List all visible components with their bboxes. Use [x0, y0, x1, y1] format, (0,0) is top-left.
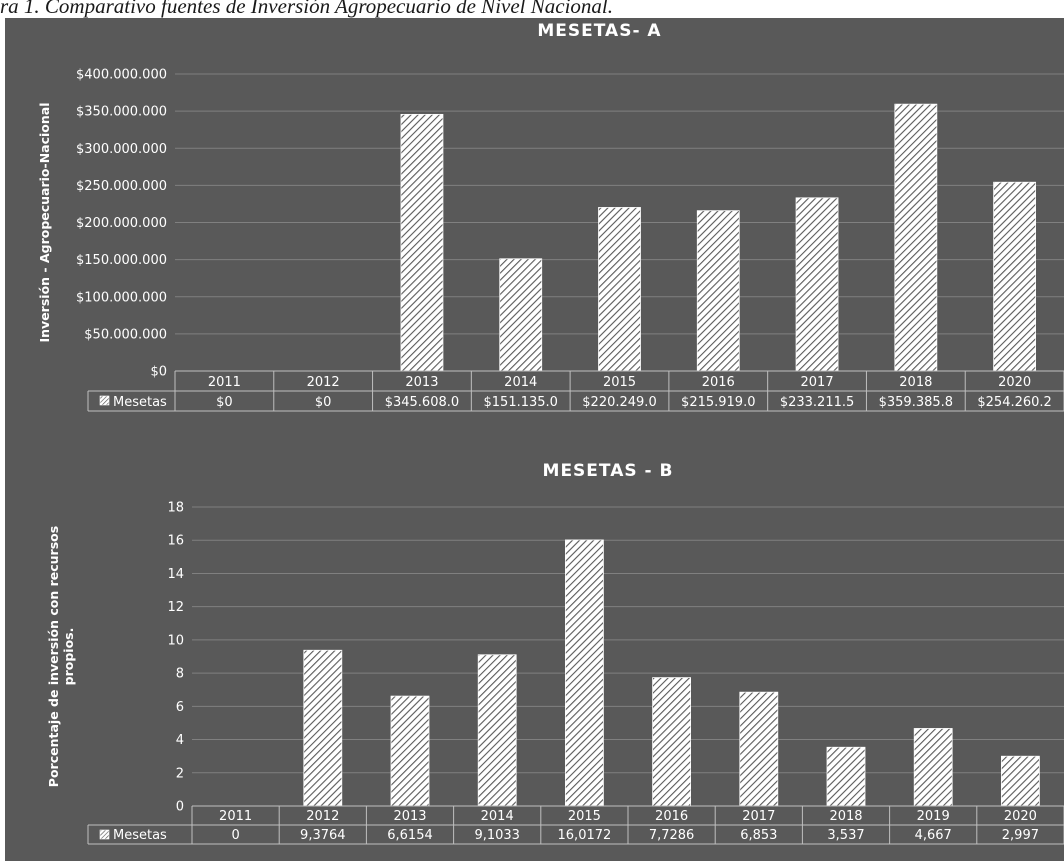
- legend-swatch: [99, 395, 110, 406]
- x-tick-label: 2017: [801, 375, 834, 390]
- x-tick-label: 2013: [405, 375, 438, 390]
- bar: [400, 113, 444, 372]
- bar: [696, 210, 740, 372]
- y-tick-label: $150.000.000: [76, 253, 167, 268]
- data-table-value: $220.249.0: [582, 395, 656, 410]
- y-tick-label: 14: [167, 567, 184, 582]
- bar: [303, 649, 343, 807]
- y-tick-label: 0: [176, 800, 184, 815]
- data-table-value: $233.211.5: [780, 395, 854, 410]
- charts-canvas: MESETAS- A Inversión - Agropecuario-Nacio…: [37, 21, 1064, 845]
- data-table-value: 6,853: [740, 828, 777, 843]
- x-tick-label: 2011: [219, 809, 252, 824]
- y-axis-title-line-2: propios.: [61, 628, 76, 686]
- y-tick-label: 2: [176, 766, 184, 781]
- legend-label: Mesetas: [113, 395, 167, 410]
- x-tick-label: 2015: [568, 809, 601, 824]
- x-tick-label: 2016: [655, 809, 688, 824]
- chart-title: MESETAS- A: [537, 21, 661, 41]
- y-tick-label: 6: [176, 700, 184, 715]
- data-table-value: 4,667: [915, 828, 952, 843]
- data-table-value: 7,7286: [649, 828, 695, 843]
- chart-panel: MESETAS- A Inversión - Agropecuario-Nacio…: [5, 18, 1064, 861]
- legend-label: Mesetas: [113, 828, 167, 843]
- y-tick-label: $0: [150, 365, 167, 380]
- y-tick-label: 18: [167, 501, 184, 516]
- x-tick-label: 2018: [829, 809, 862, 824]
- bar: [993, 181, 1037, 372]
- bar: [652, 677, 691, 807]
- x-tick-label: 2020: [1004, 809, 1037, 824]
- y-tick-label: 4: [176, 733, 184, 748]
- figure-caption: ra 1. Comparativo fuentes de Inversión A…: [0, 0, 613, 18]
- data-table-value: 3,537: [827, 828, 864, 843]
- x-tick-label: 2014: [481, 809, 514, 824]
- data-table-value: $0: [315, 395, 332, 410]
- y-axis-title: Porcentaje de inversión con recursosprop…: [46, 526, 76, 787]
- x-tick-label: 2017: [742, 809, 775, 824]
- bar: [390, 695, 430, 807]
- y-tick-label: $100.000.000: [76, 290, 167, 305]
- x-tick-label: 2011: [208, 375, 241, 390]
- bar: [1001, 755, 1040, 807]
- data-table-value: 16,0172: [558, 828, 612, 843]
- x-tick-label: 2016: [702, 375, 735, 390]
- y-tick-label: $250.000.000: [76, 179, 167, 194]
- bar: [499, 258, 543, 372]
- data-table-value: $254.260.2: [977, 395, 1051, 410]
- bar: [913, 728, 953, 807]
- y-tick-label: $300.000.000: [76, 142, 167, 157]
- x-tick-label: 2018: [899, 375, 932, 390]
- x-tick-label: 2015: [603, 375, 636, 390]
- chart-title: MESETAS - B: [543, 461, 674, 481]
- x-tick-label: 2020: [998, 375, 1031, 390]
- data-table-value: 0: [231, 828, 239, 843]
- bar: [598, 207, 641, 372]
- y-axis-title-line-1: Porcentaje de inversión con recursos: [46, 526, 61, 787]
- x-tick-label: 2012: [307, 375, 340, 390]
- y-tick-label: $50.000.000: [84, 327, 167, 342]
- bar: [795, 197, 839, 372]
- y-tick-label: 8: [176, 667, 184, 682]
- data-table-value: 2,997: [1002, 828, 1039, 843]
- data-table-value: $215.919.0: [681, 395, 755, 410]
- x-tick-label: 2012: [306, 809, 339, 824]
- y-tick-label: 12: [167, 600, 184, 615]
- data-table-value: $359.385.8: [879, 395, 953, 410]
- bar: [894, 103, 938, 372]
- data-table-value: $345.608.0: [385, 395, 459, 410]
- bar: [477, 654, 517, 807]
- y-tick-label: 10: [167, 633, 184, 648]
- bar: [739, 691, 779, 807]
- legend-swatch: [99, 829, 110, 840]
- x-tick-label: 2019: [917, 809, 950, 824]
- data-table-value: $151.135.0: [484, 395, 558, 410]
- y-tick-label: 16: [167, 534, 184, 549]
- x-tick-label: 2014: [504, 375, 537, 390]
- bar: [565, 539, 604, 807]
- bar: [826, 746, 866, 807]
- x-tick-label: 2013: [393, 809, 426, 824]
- y-tick-label: $200.000.000: [76, 216, 167, 231]
- y-axis-title: Inversión - Agropecuario-Nacional: [37, 102, 52, 342]
- y-tick-label: $400.000.000: [76, 68, 167, 83]
- y-tick-label: $350.000.000: [76, 105, 167, 120]
- data-table-value: 9,1033: [474, 828, 520, 843]
- data-table-value: 9,3764: [300, 828, 346, 843]
- data-table-value: $0: [216, 395, 233, 410]
- data-table-value: 6,6154: [387, 828, 433, 843]
